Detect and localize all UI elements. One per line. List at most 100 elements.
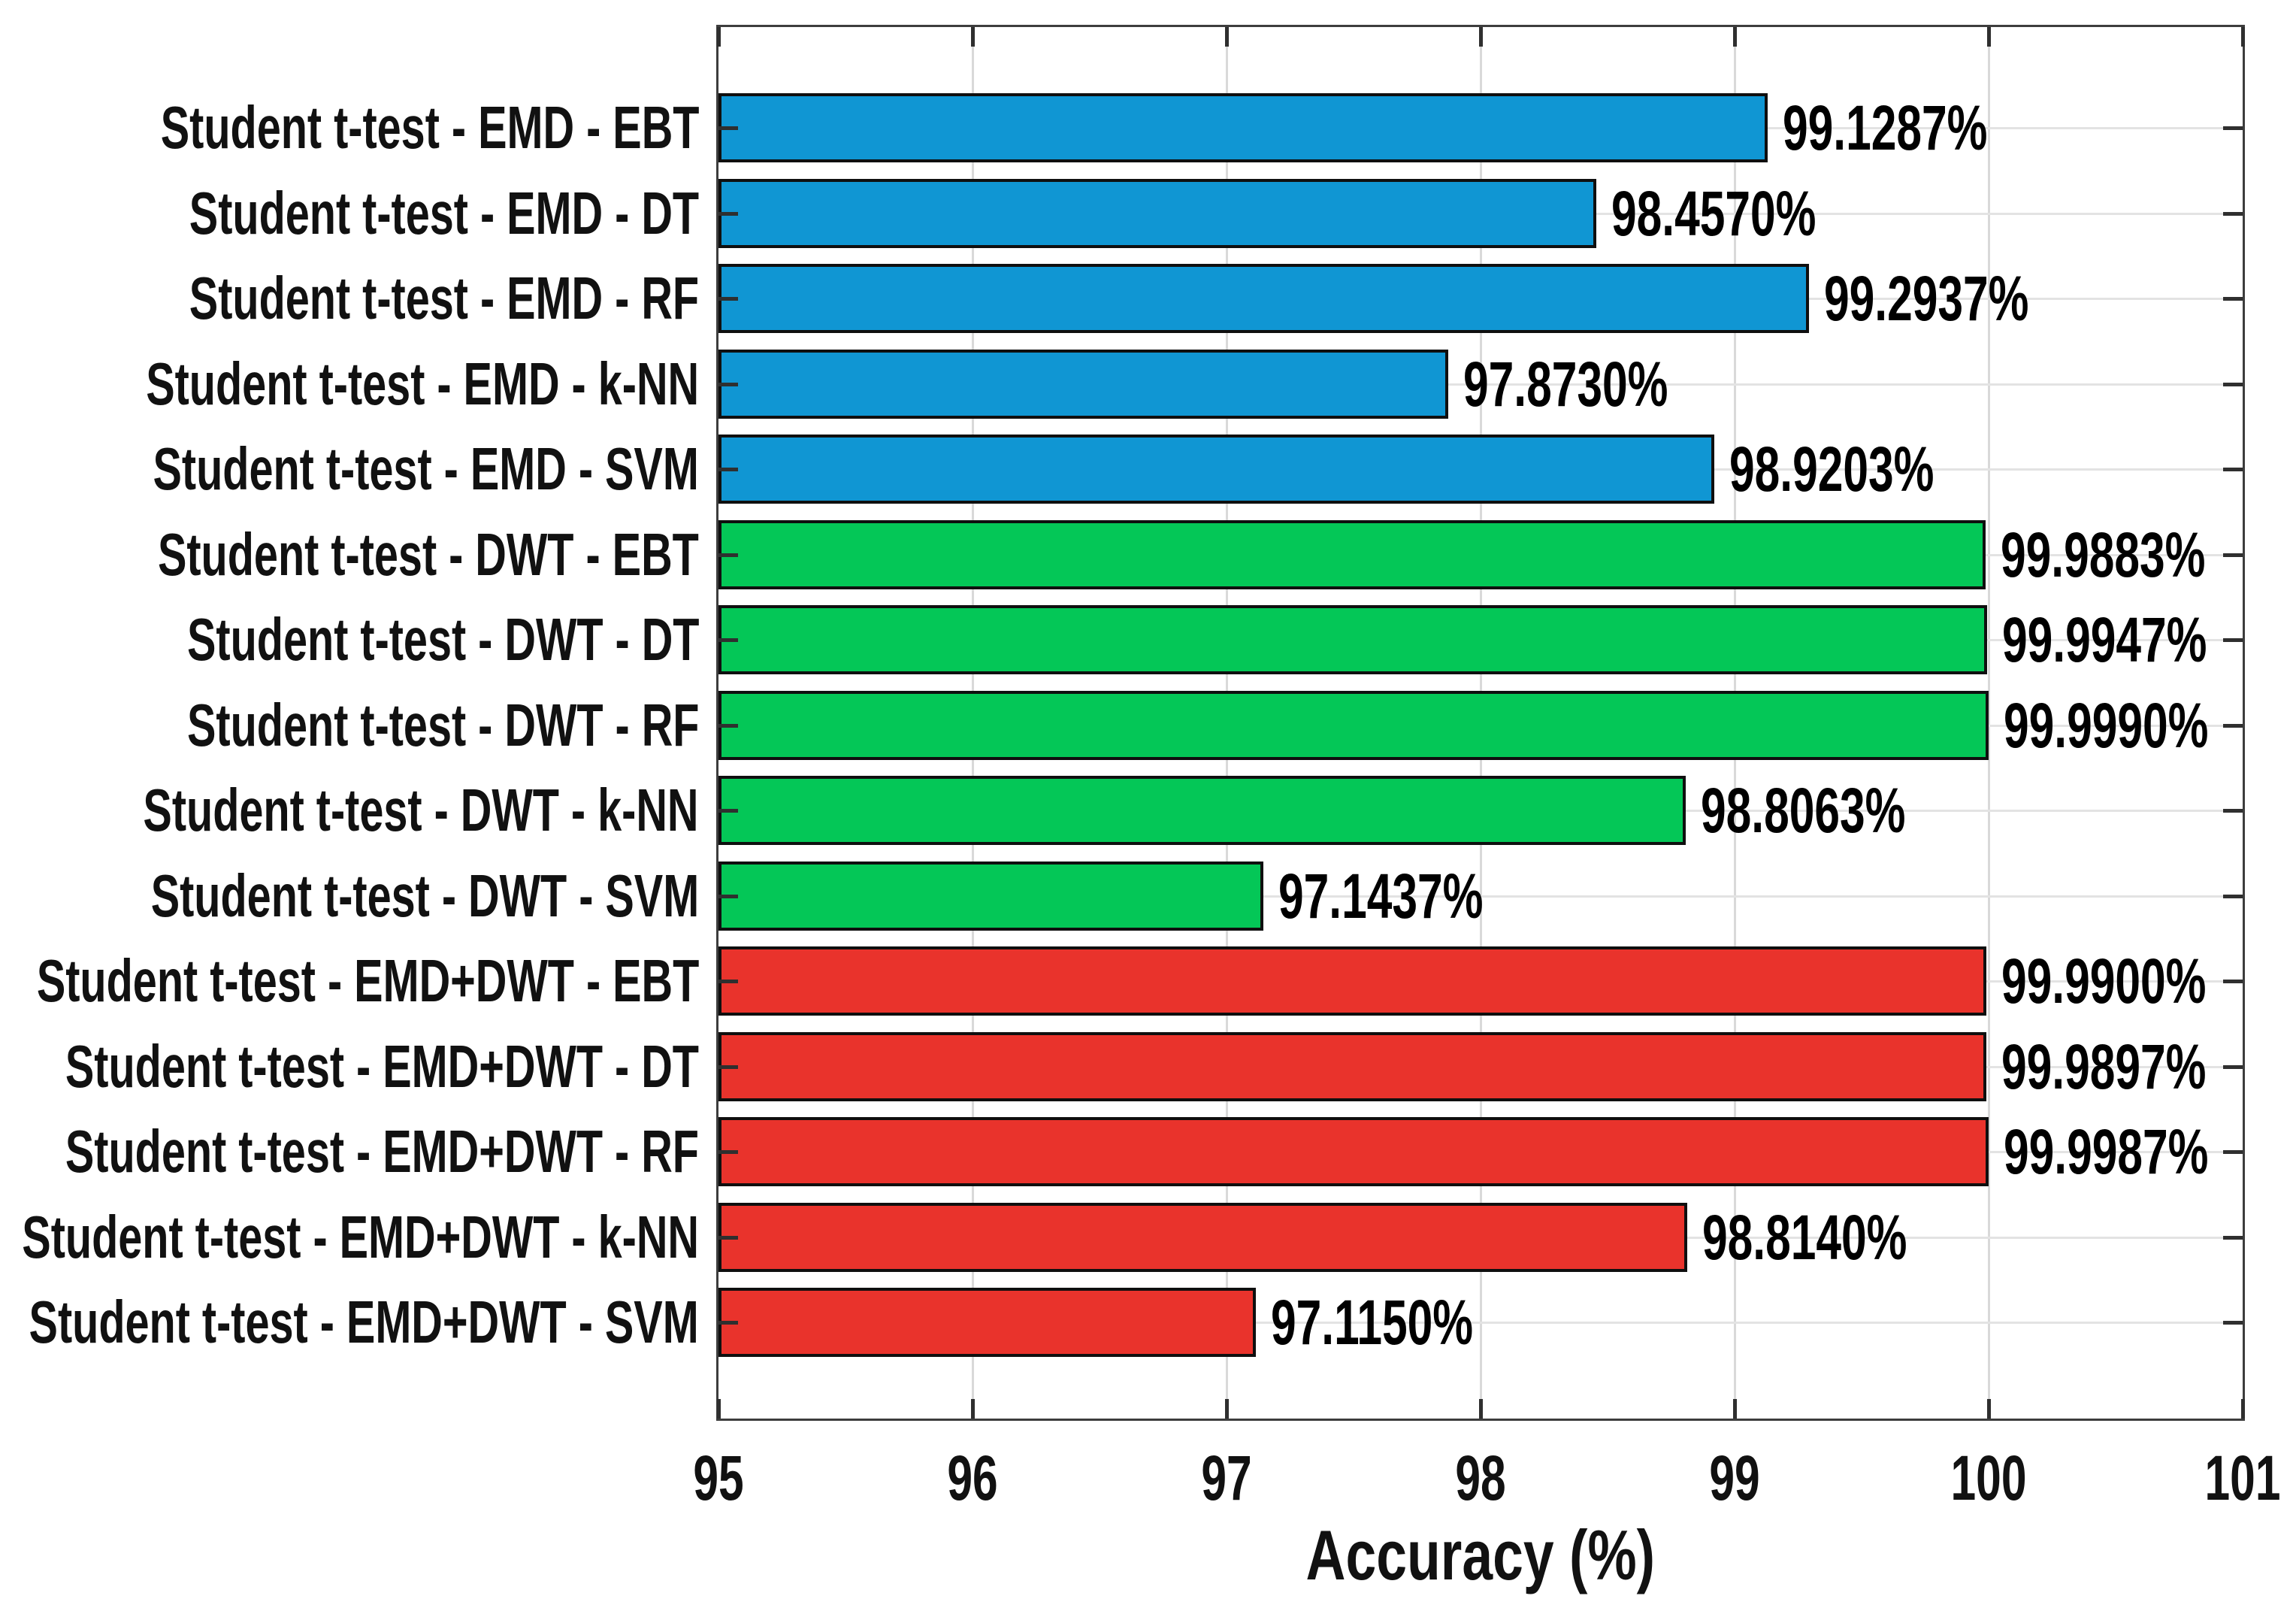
bar — [718, 350, 1448, 419]
bar — [718, 264, 1809, 333]
bar-value-label: 98.9203% — [1729, 435, 2013, 504]
category-label-text: Student t-test - EMD - k-NN — [146, 350, 699, 417]
bar-value-label-text: 99.9947% — [2002, 604, 2207, 675]
bar — [718, 776, 1686, 845]
category-label: Student t-test - EMD - k-NN — [0, 350, 699, 419]
category-label-text: Student t-test - EMD - EBT — [160, 94, 699, 161]
bar — [718, 691, 1989, 760]
category-label-text: Student t-test - DWT - DT — [186, 606, 699, 673]
bar-value-label: 99.2937% — [1824, 264, 2108, 333]
y-tick-mark-right — [2223, 979, 2243, 983]
y-tick-mark-right — [2223, 1064, 2243, 1069]
y-tick-mark-right — [2223, 126, 2243, 130]
bar-value-label: 98.8063% — [1701, 776, 1985, 845]
x-tick-mark-bottom — [970, 1399, 975, 1419]
y-tick-mark-right — [2223, 296, 2243, 301]
category-label-text: Student t-test - DWT - RF — [186, 692, 699, 759]
y-tick-mark-left — [718, 211, 738, 216]
category-label-text: Student t-test - EMD - SVM — [153, 435, 699, 502]
x-tick-mark-top — [970, 27, 975, 47]
x-tick-label: 98 — [1455, 1443, 1506, 1513]
bar-value-label: 99.1287% — [1783, 93, 2067, 162]
y-tick-mark-left — [718, 723, 738, 728]
x-tick-label: 97 — [1201, 1443, 1252, 1513]
x-tick-mark-top — [716, 27, 721, 47]
category-label-text: Student t-test - EMD - DT — [189, 180, 699, 247]
category-label: Student t-test - EMD+DWT - RF — [0, 1117, 699, 1186]
y-tick-mark-left — [718, 894, 738, 898]
bar — [718, 520, 1986, 589]
bar — [718, 1203, 1687, 1272]
bar-value-label-text: 98.4570% — [1611, 178, 1817, 249]
bar-value-label-text: 99.9897% — [2001, 1031, 2207, 1102]
category-label: Student t-test - DWT - DT — [0, 605, 699, 674]
x-tick-mark-top — [1224, 27, 1229, 47]
category-label-text: Student t-test - EMD+DWT - DT — [65, 1033, 699, 1100]
y-tick-mark-right — [2223, 382, 2243, 386]
bar-value-label: 99.9883% — [2001, 520, 2285, 589]
y-tick-mark-left — [718, 296, 738, 301]
bar-value-label: 99.9990% — [2004, 691, 2288, 760]
y-tick-mark-right — [2223, 1320, 2243, 1325]
bar — [718, 1032, 1986, 1101]
category-label-text: Student t-test - EMD+DWT - SVM — [29, 1288, 699, 1355]
category-label: Student t-test - EMD+DWT - k-NN — [0, 1203, 699, 1272]
bar-value-label: 99.9947% — [2002, 605, 2286, 674]
x-axis-title: Accuracy (%) — [716, 1520, 2245, 1591]
bar-value-label-text: 98.9203% — [1729, 434, 1935, 504]
x-axis-title-text: Accuracy (%) — [1305, 1516, 1656, 1594]
category-label: Student t-test - EMD+DWT - EBT — [0, 946, 699, 1016]
y-tick-mark-left — [718, 1320, 738, 1325]
x-tick-label: 95 — [693, 1443, 744, 1513]
bar-value-label: 97.1437% — [1278, 862, 1562, 931]
category-label: Student t-test - EMD - SVM — [0, 435, 699, 504]
bar-value-label-text: 99.1287% — [1783, 92, 1988, 163]
x-axis-tick-labels: 95 96 97 98 99 100 101 — [693, 1443, 2280, 1518]
y-tick-mark-left — [718, 1064, 738, 1069]
x-tick-mark-bottom — [716, 1399, 721, 1419]
y-tick-mark-right — [2223, 211, 2243, 216]
bar — [718, 862, 1263, 931]
category-label-text: Student t-test - EMD+DWT - RF — [65, 1118, 699, 1185]
y-tick-mark-left — [718, 382, 738, 386]
category-label-text: Student t-test - EMD+DWT - k-NN — [22, 1204, 699, 1270]
bar-value-label: 99.9897% — [2001, 1032, 2285, 1101]
x-tick-label: 100 — [1950, 1443, 2027, 1513]
category-label: Student t-test - DWT - RF — [0, 691, 699, 760]
x-tick-mark-top — [1732, 27, 1737, 47]
y-tick-mark-right — [2223, 1149, 2243, 1154]
y-tick-mark-left — [718, 467, 738, 471]
x-tick-mark-top — [1986, 27, 1991, 47]
vertical-gridline — [1987, 27, 1990, 1419]
category-label: Student t-test - EMD+DWT - SVM — [0, 1288, 699, 1357]
category-label-text: Student t-test - EMD+DWT - EBT — [36, 947, 699, 1014]
x-tick-label: 99 — [1709, 1443, 1760, 1513]
y-tick-mark-left — [718, 1149, 738, 1154]
y-tick-mark-right — [2223, 467, 2243, 471]
horizontal-gridline — [718, 383, 2243, 386]
bar-value-label-text: 97.1437% — [1278, 861, 1484, 931]
y-tick-mark-left — [718, 1235, 738, 1240]
bar-value-label: 97.8730% — [1463, 350, 1747, 419]
bar-value-label-text: 97.8730% — [1463, 349, 1668, 419]
bar — [718, 435, 1714, 504]
category-label-text: Student t-test - EMD - RF — [189, 265, 699, 332]
bar-value-label-text: 99.9900% — [2001, 946, 2207, 1016]
bar — [718, 1288, 1256, 1357]
bar — [718, 179, 1596, 248]
x-tick-mark-bottom — [1986, 1399, 1991, 1419]
y-tick-mark-right — [2223, 553, 2243, 557]
category-label-text: Student t-test - DWT - EBT — [158, 521, 699, 588]
y-tick-mark-right — [2223, 808, 2243, 813]
horizontal-gridline — [718, 895, 2243, 898]
bar-value-label-text: 99.9990% — [2004, 690, 2209, 761]
category-label: Student t-test - EMD+DWT - DT — [0, 1032, 699, 1101]
x-tick-mark-bottom — [2240, 1399, 2245, 1419]
y-tick-mark-right — [2223, 1235, 2243, 1240]
category-label: Student t-test - DWT - k-NN — [0, 776, 699, 845]
y-tick-mark-right — [2223, 723, 2243, 728]
bar — [718, 605, 1987, 674]
x-tick-label: 101 — [2204, 1443, 2281, 1513]
bar-value-label: 97.1150% — [1271, 1288, 1552, 1357]
